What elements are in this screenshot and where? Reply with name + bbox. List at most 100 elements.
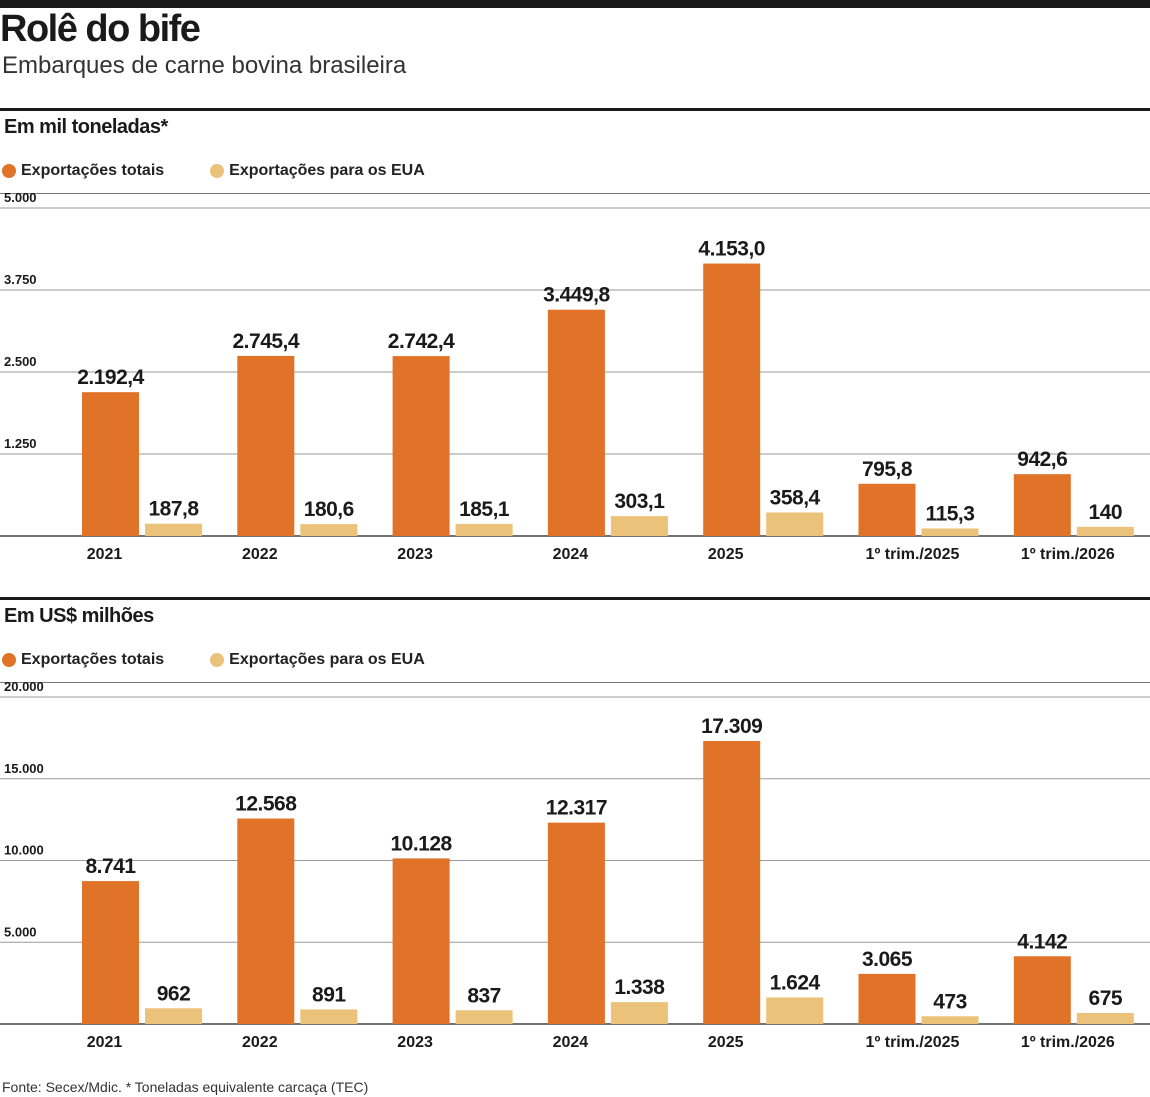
bar-total	[703, 263, 761, 536]
bar-usa	[145, 523, 202, 536]
panel-1-title: Em mil toneladas*	[4, 116, 168, 138]
data-label-usa: 185,1	[459, 498, 510, 521]
y-tick-label: 20.000	[4, 679, 44, 694]
bar-usa	[145, 1008, 202, 1024]
legend-label-usa: Exportações para os EUA	[229, 162, 425, 179]
bar-usa	[610, 516, 668, 536]
x-tick-label: 2021	[87, 546, 123, 563]
legend-dot-total	[2, 164, 16, 178]
y-tick-label: 15.000	[4, 761, 44, 776]
data-label-total: 2.742,4	[388, 330, 455, 353]
data-label-usa: 1.624	[770, 971, 821, 994]
y-tick-label: 1.250	[4, 436, 37, 451]
data-label-usa: 303,1	[614, 490, 665, 513]
bar-usa	[921, 1016, 979, 1024]
data-label-usa: 140	[1089, 501, 1123, 524]
data-label-usa: 187,8	[148, 498, 199, 521]
data-label-total: 3.449,8	[543, 284, 610, 307]
bar-total	[82, 881, 139, 1024]
data-label-usa: 962	[157, 982, 191, 1005]
x-tick-label: 1º trim./2025	[866, 546, 960, 563]
bar-total	[237, 818, 295, 1024]
bar-usa	[455, 523, 513, 536]
data-label-total: 12.317	[546, 797, 607, 820]
x-tick-label: 2025	[708, 1034, 744, 1051]
x-tick-label: 2023	[397, 546, 433, 563]
bar-usa	[455, 1010, 513, 1024]
legend-label-total: Exportações totais	[21, 162, 165, 179]
bar-usa	[610, 1002, 668, 1024]
bar-usa	[1076, 526, 1134, 536]
data-label-total: 2.745,4	[233, 330, 300, 353]
bar-total	[1013, 956, 1071, 1024]
panel-2-legend-rule	[0, 682, 1150, 683]
page-title: Rolê do bife	[0, 8, 201, 50]
page-subtitle: Embarques de carne bovina brasileira	[2, 52, 407, 79]
bar-total	[392, 356, 450, 536]
bar-total	[1013, 474, 1071, 536]
panel-1-legend-rule	[0, 193, 1150, 194]
legend-dot-usa	[210, 653, 225, 667]
data-label-usa: 115,3	[926, 502, 975, 525]
y-tick-label: 3.750	[4, 272, 37, 287]
data-label-total: 8.741	[85, 855, 136, 878]
bar-total	[237, 355, 295, 536]
x-tick-label: 2022	[242, 1034, 278, 1051]
data-label-total: 17.309	[701, 715, 762, 738]
y-tick-label: 10.000	[4, 843, 44, 858]
y-tick-label: 2.500	[4, 354, 37, 369]
data-label-usa: 837	[467, 984, 501, 1007]
legend-item-total: Exportações totais	[2, 651, 164, 669]
y-tick-label: 5.000	[4, 924, 37, 939]
bar-total	[392, 858, 450, 1024]
x-tick-label: 2022	[242, 546, 278, 563]
data-label-total: 10.128	[390, 832, 452, 855]
panel-2-rule	[0, 597, 1150, 600]
data-label-total: 795,8	[862, 458, 913, 481]
data-label-usa: 180,6	[304, 498, 354, 521]
data-label-usa: 358,4	[770, 486, 821, 509]
data-label-total: 4.153,0	[698, 238, 765, 261]
bar-usa	[1076, 1012, 1134, 1024]
bar-usa	[766, 512, 824, 536]
legend-item-usa: Exportações para os EUA	[210, 651, 425, 669]
legend-label-usa: Exportações para os EUA	[229, 651, 425, 668]
x-tick-label: 2024	[553, 546, 589, 563]
source-note: Fonte: Secex/Mdic. * Toneladas equivalen…	[2, 1079, 369, 1095]
bar-total	[82, 392, 139, 536]
legend-dot-total	[2, 653, 16, 667]
x-tick-label: 2023	[397, 1034, 433, 1051]
x-tick-label: 2021	[87, 1034, 123, 1051]
legend-item-usa: Exportações para os EUA	[210, 162, 425, 180]
data-label-total: 4.142	[1017, 930, 1067, 953]
bar-total	[858, 483, 916, 536]
legend-dot-usa	[210, 164, 225, 178]
x-tick-label: 1º trim./2026	[1021, 1034, 1115, 1051]
x-tick-label: 1º trim./2025	[866, 1034, 960, 1051]
panel-2-title: Em US$ milhões	[4, 605, 154, 627]
data-label-total: 2.192,4	[77, 366, 144, 389]
panel-2-legend: Exportações totais Exportações para os E…	[2, 651, 471, 669]
bar-total	[703, 740, 761, 1024]
bar-total	[547, 309, 605, 536]
data-label-usa: 675	[1089, 987, 1123, 1010]
data-label-total: 12.568	[235, 793, 297, 816]
data-label-usa: 891	[312, 983, 346, 1006]
x-tick-label: 1º trim./2026	[1021, 546, 1115, 563]
x-tick-label: 2025	[708, 546, 744, 563]
legend-item-total: Exportações totais	[2, 162, 164, 180]
bar-usa	[300, 524, 358, 536]
x-tick-label: 2024	[553, 1034, 589, 1051]
data-label-total: 942,6	[1017, 448, 1067, 471]
data-label-usa: 1.338	[614, 976, 665, 999]
data-label-total: 3.065	[862, 948, 913, 971]
bar-usa	[300, 1009, 358, 1024]
top-bar	[0, 0, 1150, 8]
bar-total	[858, 973, 916, 1024]
panel-1-rule	[0, 108, 1150, 111]
bar-usa	[766, 997, 824, 1024]
legend-label-total: Exportações totais	[21, 651, 165, 668]
y-tick-label: 5.000	[4, 190, 37, 205]
